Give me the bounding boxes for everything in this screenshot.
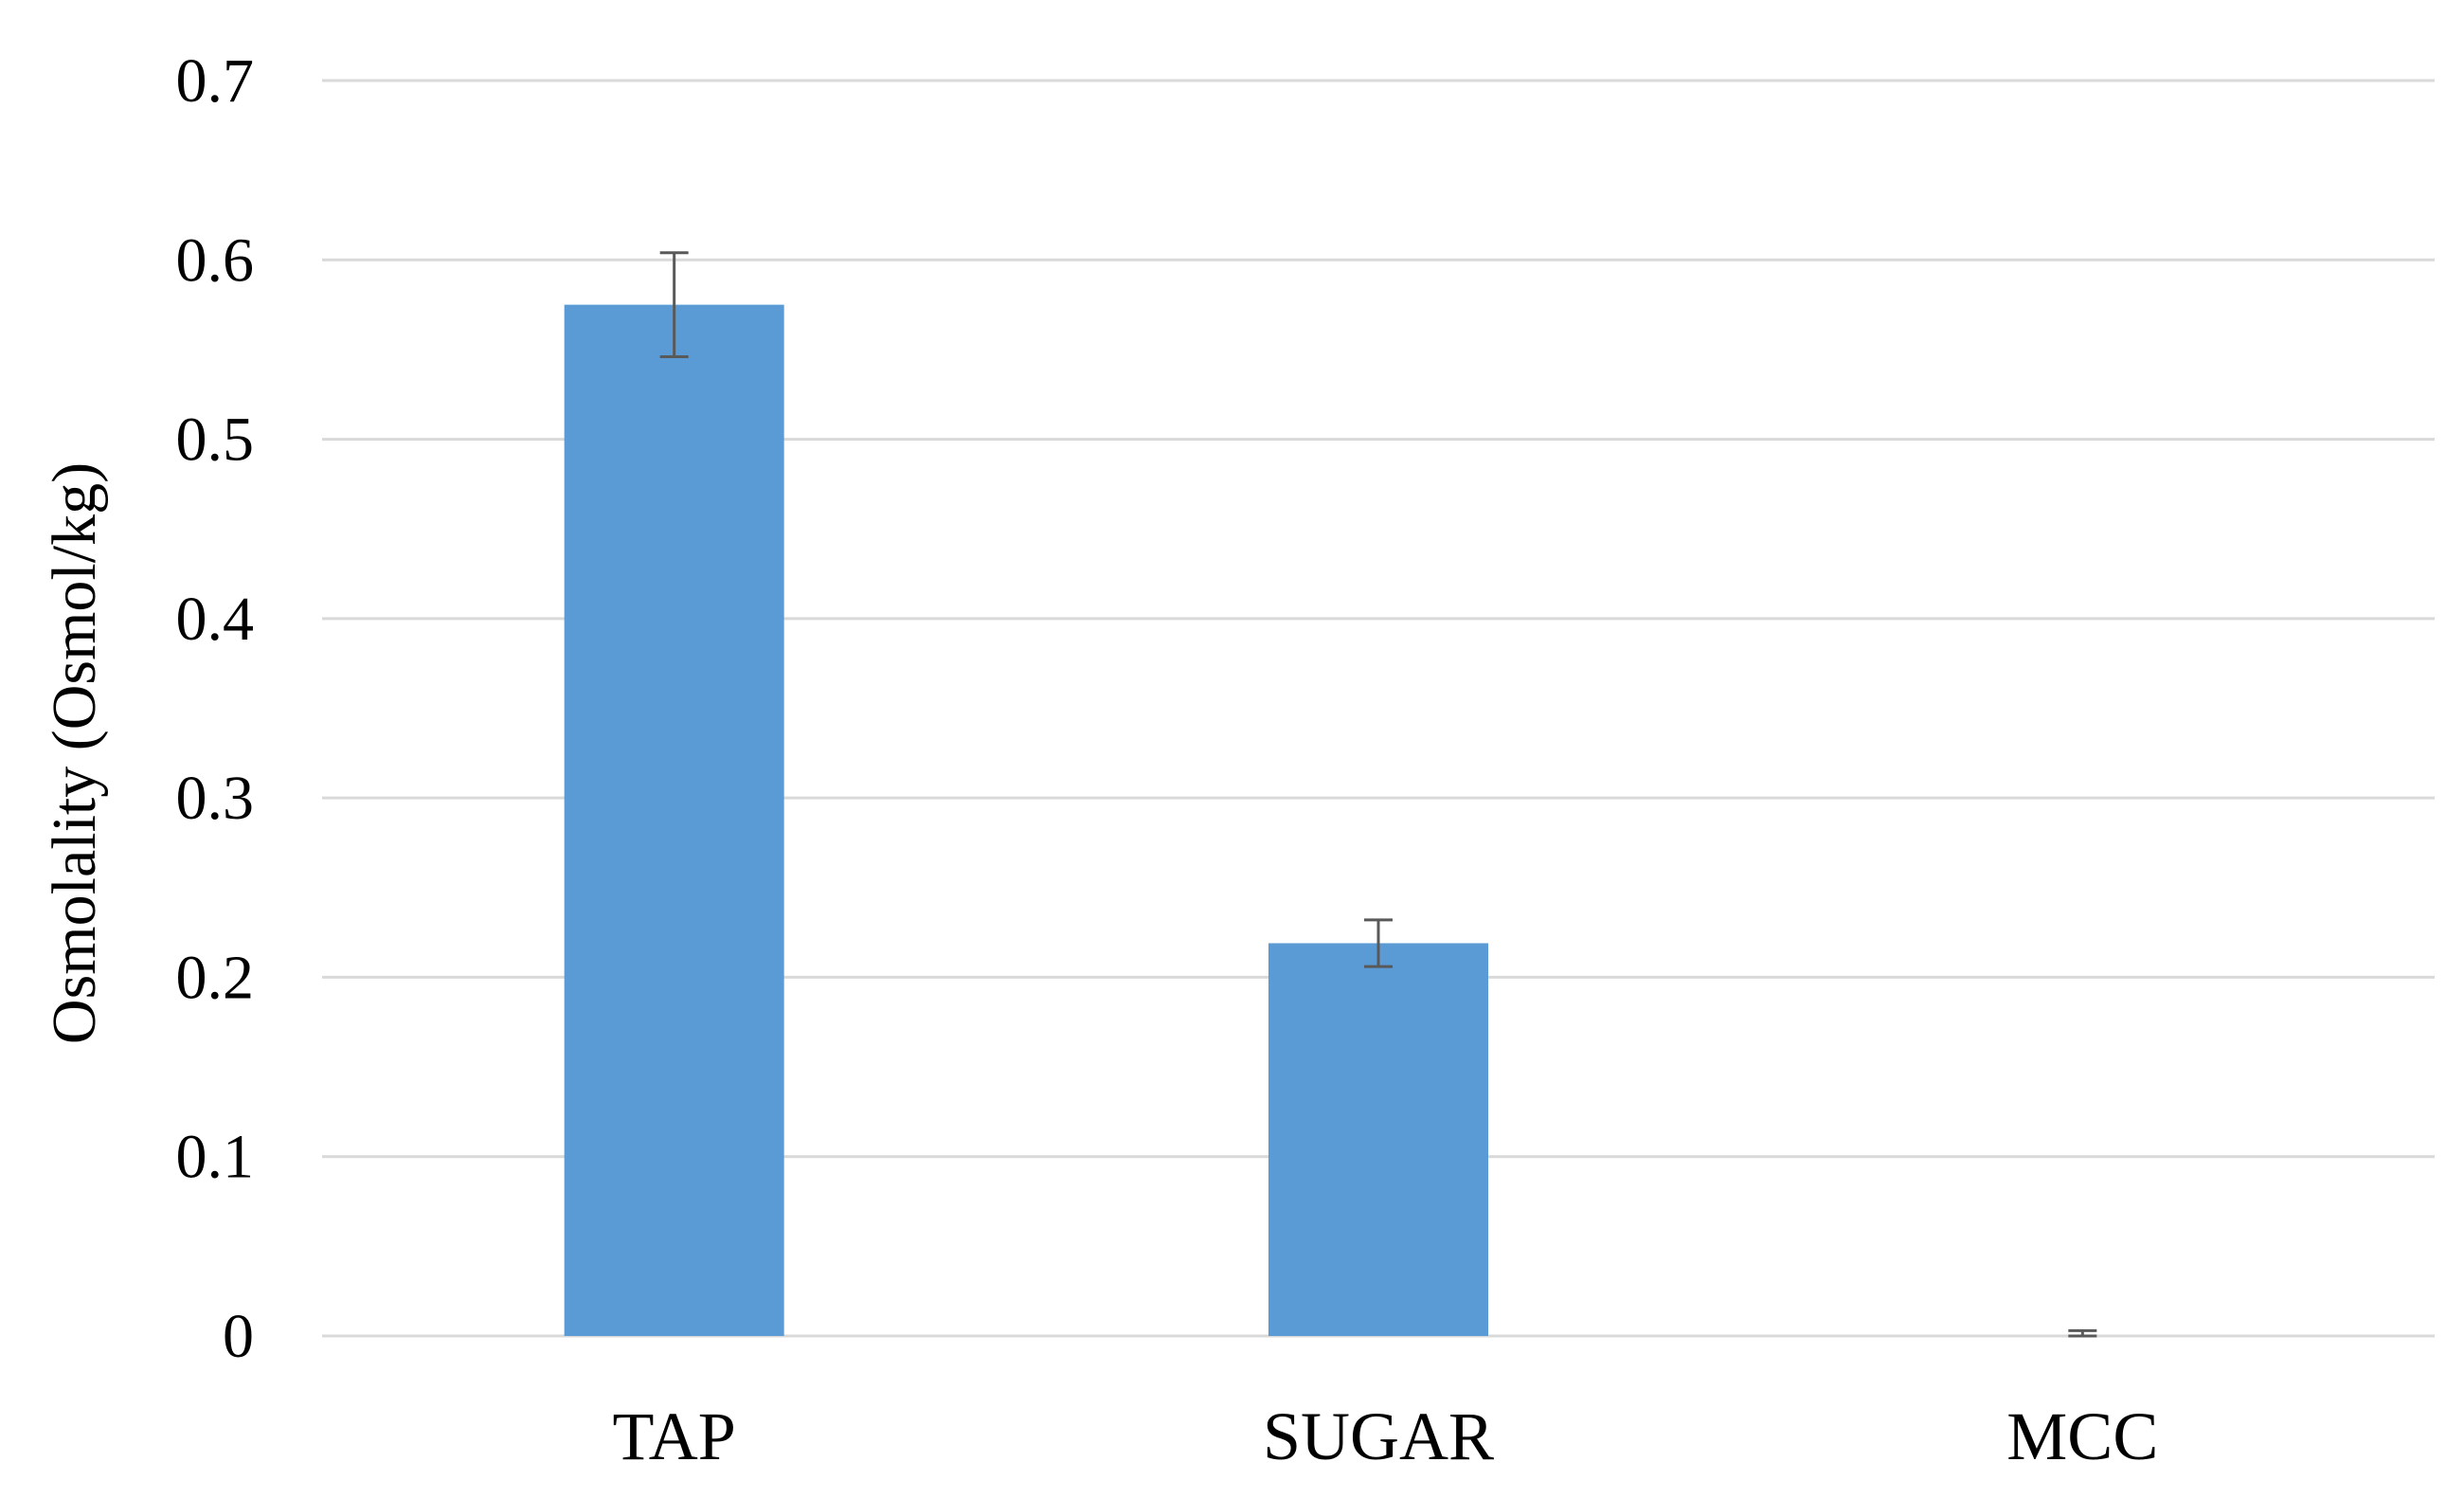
y-tick-label: 0.2: [176, 943, 255, 1012]
bars: [564, 304, 1488, 1336]
bar-sugar: [1268, 943, 1488, 1336]
y-tick-label: 0.6: [176, 226, 255, 295]
y-tick-label: 0.5: [176, 406, 255, 475]
x-category-label-tap: TAP: [613, 1399, 736, 1474]
error-bar-mcc: [2068, 1328, 2097, 1338]
x-axis-category-labels: TAP SUGAR MCC: [613, 1399, 2159, 1474]
error-bar-tap: [659, 251, 689, 358]
x-category-label-sugar: SUGAR: [1263, 1399, 1494, 1474]
y-tick-label: 0.3: [176, 764, 255, 833]
y-tick-label: 0.7: [176, 46, 255, 116]
y-tick-label: 0: [223, 1302, 254, 1371]
y-tick-label: 0.4: [176, 585, 255, 654]
y-axis-title: Osmolality (Osmol/kg): [40, 462, 109, 1044]
error-bar-sugar: [1364, 918, 1393, 968]
error-bars: [659, 251, 2097, 1338]
y-tick-label: 0.1: [176, 1123, 255, 1192]
x-category-label-mcc: MCC: [2006, 1399, 2158, 1474]
y-axis-tick-labels: 0 0.1 0.2 0.3 0.4 0.5 0.6 0.7: [176, 46, 255, 1371]
bar-tap: [564, 304, 784, 1336]
